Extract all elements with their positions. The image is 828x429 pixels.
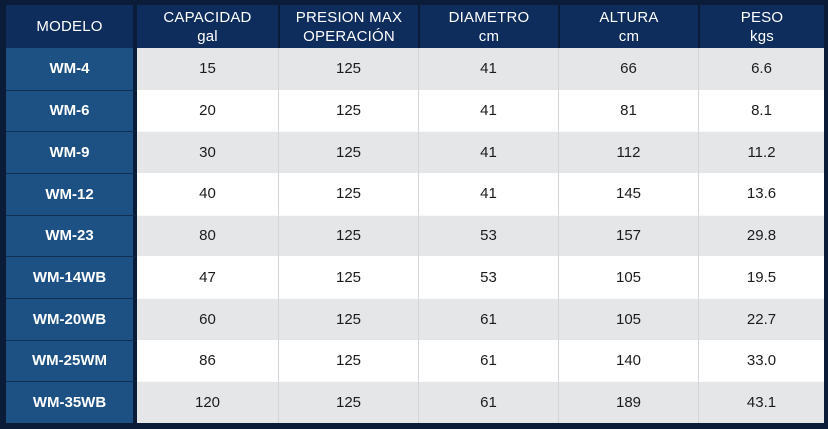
column-header-label: CAPACIDAD [163,8,252,26]
data-cell: 29.8 [698,214,824,257]
model-cell: WM-14WB [6,256,137,298]
data-cell: 41 [418,131,558,173]
data-cell: 140 [558,339,698,382]
data-cell: 6.6 [698,48,824,90]
column-header-label: ALTURA [599,8,659,26]
data-cell: 20 [137,89,278,132]
model-cell: WM-6 [6,89,137,132]
model-cell: WM-4 [6,48,137,90]
model-cell: WM-12 [6,173,137,215]
column-header-presion-max: PRESION MAX OPERACIÓN [278,5,418,48]
data-cell: 15 [137,48,278,90]
model-cell: WM-35WB [6,381,137,423]
data-cell: 33.0 [698,339,824,382]
data-cell: 120 [137,381,278,423]
data-cell: 125 [278,131,418,173]
data-cell: 86 [137,339,278,382]
data-cell: 125 [278,214,418,257]
data-cell: 61 [418,339,558,382]
column-header-altura: ALTURA cm [558,5,698,48]
data-cell: 66 [558,48,698,90]
model-cell: WM-25WM [6,339,137,382]
column-header-sublabel: gal [197,27,218,45]
data-cell: 43.1 [698,381,824,423]
data-cell: 22.7 [698,298,824,340]
data-cell: 125 [278,173,418,215]
data-cell: 61 [418,298,558,340]
data-cell: 11.2 [698,131,824,173]
data-cell: 125 [278,339,418,382]
column-header-capacidad: CAPACIDAD gal [137,5,278,48]
model-cell: WM-23 [6,214,137,257]
data-cell: 105 [558,256,698,298]
data-cell: 53 [418,214,558,257]
data-cell: 125 [278,256,418,298]
data-cell: 105 [558,298,698,340]
data-cell: 80 [137,214,278,257]
column-header-modelo: MODELO [6,5,137,48]
column-header-diametro: DIAMETRO cm [418,5,558,48]
column-header-label: PESO [740,8,784,26]
data-cell: 125 [278,298,418,340]
column-header-sublabel: cm [478,27,500,45]
data-cell: 125 [278,48,418,90]
data-cell: 145 [558,173,698,215]
data-cell: 125 [278,381,418,423]
column-header-sublabel: cm [618,27,640,45]
data-cell: 41 [418,48,558,90]
data-cell: 189 [558,381,698,423]
data-cell: 60 [137,298,278,340]
column-header-label: PRESION MAX [295,8,403,26]
data-cell: 61 [418,381,558,423]
data-cell: 13.6 [698,173,824,215]
data-cell: 157 [558,214,698,257]
model-cell: WM-20WB [6,298,137,340]
data-cell: 81 [558,89,698,132]
column-header-peso: PESO kgs [698,5,824,48]
column-header-sublabel: kgs [750,27,774,45]
column-header-label: MODELO [36,18,103,35]
model-cell: WM-9 [6,131,137,173]
data-cell: 41 [418,89,558,132]
data-cell: 53 [418,256,558,298]
data-cell: 30 [137,131,278,173]
spec-table: MODELO CAPACIDAD gal PRESION MAX OPERACI… [6,5,824,423]
column-header-sublabel: OPERACIÓN [303,27,395,45]
column-header-label: DIAMETRO [448,8,530,26]
data-cell: 40 [137,173,278,215]
data-cell: 8.1 [698,89,824,132]
data-cell: 112 [558,131,698,173]
data-cell: 41 [418,173,558,215]
data-cell: 125 [278,89,418,132]
data-cell: 47 [137,256,278,298]
data-cell: 19.5 [698,256,824,298]
